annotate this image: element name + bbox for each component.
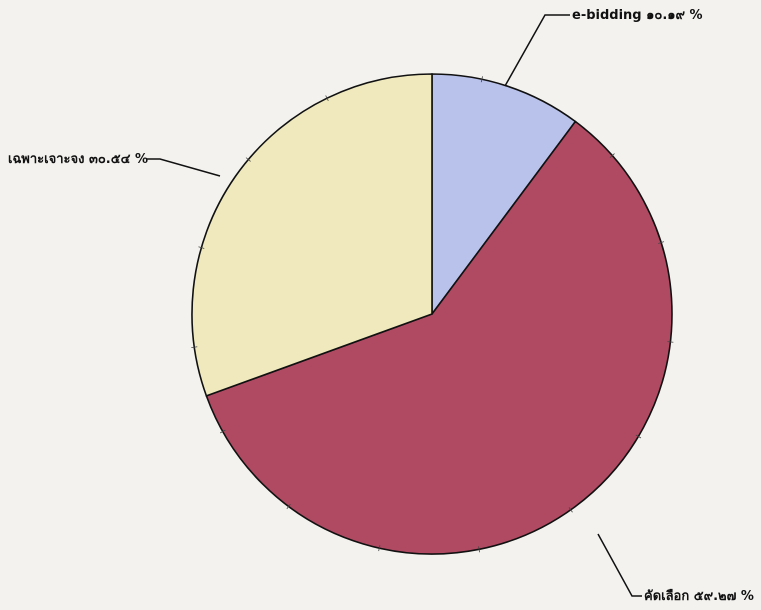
rim-tick — [480, 76, 483, 83]
slice-label: คัดเลือก ๕๙.๒๗ % — [644, 588, 754, 604]
rim-tick — [286, 503, 291, 510]
rim-tick — [191, 346, 198, 348]
rim-tick — [378, 545, 381, 552]
pie-slice — [431, 73, 577, 317]
pie-slices — [191, 73, 674, 555]
pie-slice — [191, 73, 433, 397]
rim-tick — [245, 157, 251, 162]
rim-tick — [325, 95, 329, 102]
rim-tick — [658, 241, 665, 244]
slice-label: e-bidding ๑๐.๑๙ % — [572, 8, 703, 23]
rim-tick — [667, 341, 674, 343]
leader-line — [504, 14, 570, 87]
rim-tick — [568, 507, 573, 513]
pie-slice — [205, 120, 673, 555]
rim-tick — [198, 246, 205, 249]
rim-tick — [478, 546, 481, 553]
pie-labels: e-bidding ๑๐.๑๙ % คัดเลือก ๕๙.๒๗ % เฉพาะเจ… — [8, 8, 754, 604]
rim-tick — [609, 153, 615, 158]
rim-tick — [219, 429, 226, 434]
leader-line — [597, 533, 642, 597]
rim-tick — [635, 434, 642, 439]
leader-line — [146, 158, 221, 177]
slice-label: เฉพาะเจาะจง ๓๐.๕๔ % — [8, 152, 148, 167]
